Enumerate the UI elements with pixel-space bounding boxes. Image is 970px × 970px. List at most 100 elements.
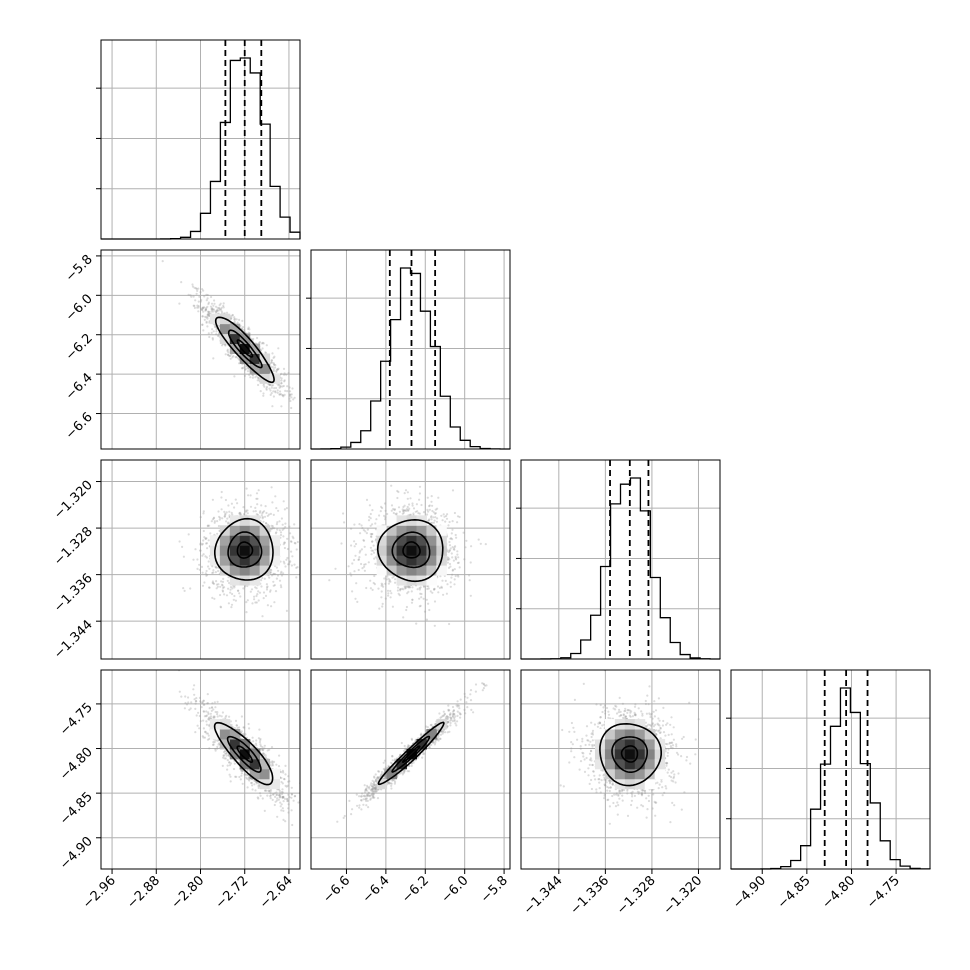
scatter-point — [232, 355, 235, 358]
scatter-point — [281, 385, 284, 388]
scatter-point — [196, 289, 199, 292]
scatter-point — [213, 520, 216, 523]
scatter-point — [282, 543, 285, 546]
density-blocks — [209, 515, 281, 586]
scatter-point — [261, 516, 264, 519]
scatter-point — [211, 743, 215, 747]
scatter-point — [401, 508, 404, 511]
density-cell — [209, 535, 221, 546]
scatter-point — [268, 383, 271, 386]
scatter-point — [230, 606, 233, 609]
scatter-point — [221, 580, 225, 584]
scatter-point — [202, 529, 205, 533]
scatter-point — [180, 695, 183, 698]
density-cell — [249, 363, 261, 374]
density-cell — [219, 545, 231, 556]
scatter-point — [277, 384, 280, 387]
scatter-point — [194, 299, 197, 302]
scatter-point — [272, 395, 275, 398]
scatter-point — [265, 583, 268, 586]
scatter-point — [181, 545, 184, 549]
scatter-point — [187, 533, 190, 536]
scatter-point — [212, 517, 215, 520]
scatter-point — [217, 569, 220, 573]
scatter-point — [300, 416, 302, 418]
scatter-point — [230, 317, 233, 320]
scatter-point — [283, 541, 286, 544]
scatter-point — [282, 500, 285, 503]
scatter-point — [394, 512, 397, 516]
scatter-point — [350, 574, 353, 577]
density-cell — [249, 565, 261, 576]
density-cell — [229, 525, 241, 536]
scatter-point — [270, 361, 273, 364]
scatter-point — [197, 287, 200, 290]
scatter-point — [282, 800, 285, 803]
scatter-point — [380, 582, 383, 585]
scatter-point — [240, 715, 243, 718]
scatter-point — [178, 302, 181, 305]
scatter-point — [397, 490, 400, 494]
scatter-point — [258, 591, 262, 594]
scatter-point — [328, 579, 331, 582]
scatter-point — [207, 560, 210, 563]
scatter-point — [453, 583, 456, 586]
scatter-point — [430, 495, 433, 498]
density-cell — [209, 313, 221, 325]
scatter-point — [215, 333, 218, 336]
scatter-point — [419, 592, 422, 595]
scatter-point — [288, 390, 292, 393]
scatter-point — [353, 558, 356, 562]
scatter-point — [201, 323, 204, 326]
scatter-point — [272, 363, 276, 366]
scatter-point — [406, 585, 409, 588]
scatter-point — [220, 490, 223, 494]
scatter-point — [233, 506, 236, 509]
density-cell — [229, 535, 241, 546]
density-cell — [209, 555, 221, 566]
scatter-point — [212, 716, 215, 719]
scatter-point — [289, 399, 292, 403]
scatter-point — [440, 585, 443, 589]
scatter-point — [275, 566, 278, 569]
density-cell — [426, 535, 437, 546]
scatter-point — [357, 568, 360, 572]
scatter-point — [285, 507, 288, 510]
scatter-point — [411, 598, 414, 601]
scatter-point — [202, 719, 205, 722]
scatter-point — [209, 532, 212, 535]
scatter-point — [214, 565, 217, 569]
scatter-point — [387, 577, 390, 580]
hist-panel-3 — [726, 669, 931, 870]
scatter-point — [214, 310, 217, 313]
scatter-point — [425, 598, 428, 601]
scatter-point — [233, 320, 236, 323]
scatter-point — [305, 410, 307, 412]
scatter-point — [264, 522, 268, 525]
scatter-point — [245, 601, 248, 604]
scatter-point — [296, 540, 299, 544]
density-cell — [229, 545, 241, 556]
scatter-point — [375, 538, 378, 541]
scatter-point — [253, 598, 256, 601]
scatter-point — [351, 562, 354, 565]
scatter-point — [222, 754, 225, 757]
scatter-point — [273, 792, 276, 795]
scatter-point — [371, 540, 374, 543]
density-cell — [229, 515, 241, 526]
scatter-point — [405, 605, 408, 609]
scatter-point — [258, 511, 262, 514]
scatter-point — [370, 549, 373, 552]
scatter-point — [291, 555, 294, 558]
scatter-point — [423, 585, 426, 588]
density-cell — [436, 565, 447, 576]
scatter-point — [241, 319, 244, 322]
scatter-point — [453, 578, 456, 581]
scatter-point — [270, 361, 273, 364]
scatter-point — [282, 572, 285, 575]
scatter-point — [202, 736, 205, 739]
scatter-point — [259, 739, 262, 742]
scatter-point — [448, 622, 451, 626]
scatter-point — [363, 565, 366, 568]
scatter-point — [223, 586, 226, 589]
